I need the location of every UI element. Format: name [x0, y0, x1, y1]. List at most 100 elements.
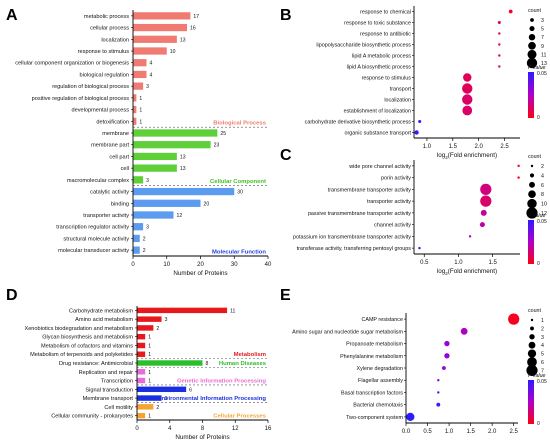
bar-value-label: 13	[180, 166, 186, 172]
category-label: cellular component organization or bioge…	[15, 61, 129, 67]
bar	[133, 187, 235, 196]
size-legend-dot	[526, 364, 538, 376]
panel-letter: D	[6, 287, 18, 304]
size-legend-label: 12	[541, 211, 547, 217]
color-legend-bar	[528, 72, 534, 118]
category-label: Cellular community - prokaryotes	[51, 414, 133, 420]
color-legend-max: 0.05	[537, 219, 547, 225]
category-label: lipopolysaccharide biosynthetic process	[316, 43, 411, 49]
category-label: metabolic process	[84, 14, 129, 20]
bar-value-label: 1	[148, 335, 151, 341]
size-legend-label: 3	[541, 18, 544, 24]
x-axis-label: Number of Proteins	[175, 434, 229, 441]
category-label: Amino sugar and nucleotide sugar metabol…	[292, 329, 403, 335]
x-axis-label: Number of Proteins	[173, 270, 227, 277]
bar	[133, 164, 177, 172]
category-label: transporter activity	[83, 213, 129, 219]
bubble	[508, 9, 513, 14]
size-legend-dot	[527, 198, 537, 209]
bar	[133, 246, 140, 254]
bubble	[498, 65, 501, 68]
size-legend-dot	[529, 181, 535, 188]
bubble	[498, 43, 501, 46]
x-tick-label: 1.5	[488, 260, 497, 266]
category-label: regulation of biological process	[52, 84, 129, 90]
category-label: Metabolism of cofactors and vitamins	[41, 343, 133, 349]
size-legend-dot	[530, 18, 534, 22]
bar	[137, 325, 154, 331]
bubble	[517, 176, 520, 179]
size-legend-label: 6	[541, 360, 544, 366]
bubble	[462, 94, 473, 105]
x-tick-label: 12	[232, 426, 239, 432]
category-label: cell	[121, 166, 129, 172]
category-label: potassium ion transmembrane transporter …	[293, 234, 411, 240]
category-label: Flagellar assembly	[358, 378, 403, 384]
bar-value-label: 13	[180, 154, 186, 160]
bar-value-label: 3	[146, 84, 149, 90]
category-label: transferase activity, transferring pento…	[297, 246, 412, 252]
size-legend-label: 11	[541, 52, 547, 58]
bar	[137, 307, 228, 314]
bar-value-label: 25	[220, 131, 226, 137]
bubble	[444, 353, 450, 359]
bar	[137, 342, 146, 349]
size-legend-dot	[528, 341, 536, 349]
color-legend-bar	[528, 380, 534, 424]
size-legend-title: count	[528, 308, 541, 314]
bar-value-label: 1	[148, 414, 151, 420]
category-label: Carbohydrate metabolism	[69, 308, 133, 314]
panel-letter: A	[6, 7, 18, 24]
size-legend-dot	[527, 349, 537, 358]
category-label: Bacterial chemotaxis	[353, 403, 403, 409]
category-label: response to chemical	[360, 10, 411, 16]
bubble	[436, 402, 441, 407]
bar-value-label: 20	[204, 201, 210, 207]
x-tick-label: 2.0	[488, 429, 497, 435]
category-label: response to stimulus	[78, 49, 130, 55]
size-legend-dot	[527, 49, 537, 59]
color-legend-min: 0	[537, 421, 540, 427]
category-label: transporter activity	[367, 199, 411, 205]
bar	[133, 129, 218, 137]
x-tick-label: 0	[135, 426, 139, 432]
category-label: Xenobiotics biodegradation and metabolis…	[24, 326, 133, 332]
size-legend-dot	[527, 357, 537, 367]
bubble	[441, 366, 446, 370]
group-label: Cellular Processes	[213, 414, 266, 420]
bar	[133, 211, 174, 219]
color-legend-title: P value	[528, 213, 546, 219]
size-legend-title: count	[528, 8, 541, 14]
category-label: transport	[390, 87, 412, 93]
category-label: porin activity	[381, 176, 411, 182]
category-label: macromolecular complex	[67, 178, 129, 184]
panel-letter: E	[280, 287, 291, 304]
x-tick-label: 10	[163, 262, 170, 268]
bubble	[480, 183, 492, 195]
size-legend-label: 2	[541, 164, 544, 170]
category-label: cell part	[109, 154, 129, 160]
bar-value-label: 23	[214, 143, 220, 149]
bar-value-label: 3	[146, 178, 149, 184]
x-tick-label: 2.5	[510, 429, 519, 435]
category-label: Replication and repair	[79, 370, 134, 376]
group-label: Biological Process	[213, 121, 266, 127]
bubble	[498, 54, 501, 57]
x-tick-label: 4	[168, 426, 172, 432]
category-label: Membrane transport	[83, 396, 134, 402]
bar	[133, 199, 201, 207]
bar-value-label: 2	[156, 405, 159, 411]
bar	[137, 351, 146, 357]
x-tick-label: 2.0	[474, 144, 483, 150]
bubble	[462, 83, 473, 94]
bar	[133, 23, 187, 32]
category-label: catalytic activity	[90, 190, 129, 196]
size-legend-label: 2	[541, 326, 544, 332]
size-legend-dot	[528, 190, 536, 199]
bubble	[414, 130, 419, 135]
category-label: establishment of localization	[344, 109, 411, 115]
size-legend-dot	[530, 318, 534, 322]
bar	[133, 35, 177, 43]
category-label: response to stimulus	[362, 76, 412, 82]
